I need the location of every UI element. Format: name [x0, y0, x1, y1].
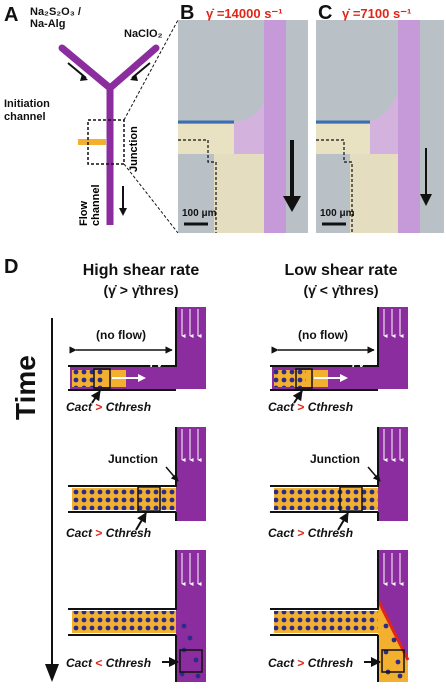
low-shear-title: Low shear rate — [284, 262, 398, 279]
reagent-right-label: NaClO₂ — [124, 28, 163, 40]
flow-channel-label: Flow channel — [78, 184, 102, 226]
shear-rate-c: γ̇ =7100 s⁻¹ — [342, 6, 412, 21]
junction-vertical-label: Junction — [128, 126, 140, 172]
time-axis-label: Time — [10, 355, 41, 420]
d-right-row1 — [270, 307, 408, 404]
d-right-row3 — [270, 550, 410, 682]
junction-label-right: Junction — [310, 452, 360, 466]
d-right-row2 — [270, 427, 408, 531]
reagent-left-label: Na₂S₂O₃ / Na-Alg — [30, 6, 81, 30]
condition-right-row3: Cact > Cthresh — [268, 656, 354, 670]
d-left-row1 — [68, 307, 206, 404]
panel-label-d: D — [4, 256, 19, 278]
panel-label-b: B — [180, 2, 195, 24]
high-shear-title: High shear rate — [82, 262, 200, 279]
panel-label-c: C — [318, 2, 333, 24]
d-left-row2 — [68, 427, 206, 531]
time-arrow — [45, 318, 59, 682]
condition-right-row2: Cact > Cthresh — [268, 526, 354, 540]
no-flow-right: (no flow) — [298, 328, 348, 342]
initiation-channel-label: Initiation channel — [4, 98, 50, 123]
d-left-row3 — [68, 550, 206, 682]
panel-c-micrograph — [316, 20, 444, 233]
high-shear-condition: (γ̇ > γ̇thres) — [103, 282, 179, 298]
condition-left-row3: Cact < Cthresh — [66, 656, 152, 670]
condition-left-row1: Cact > Cthresh — [66, 400, 152, 414]
fv-left: Fv — [150, 358, 163, 370]
scale-bar-c: 100 μm — [320, 208, 355, 219]
shear-rate-b: γ̇ =14000 s⁻¹ — [206, 6, 283, 21]
low-shear-condition: (γ̇ < γ̇thres) — [303, 282, 379, 298]
junction-label-left: Junction — [108, 452, 158, 466]
condition-left-row2: Cact > Cthresh — [66, 526, 152, 540]
panel-a-schematic — [58, 19, 179, 234]
panel-b-micrograph — [178, 20, 308, 233]
panel-label-a: A — [4, 4, 19, 26]
scale-bar-b: 100 μm — [182, 208, 217, 219]
condition-right-row1: Cact > Cthresh — [268, 400, 354, 414]
no-flow-left: (no flow) — [96, 328, 146, 342]
fv-right: Fv — [352, 358, 365, 370]
